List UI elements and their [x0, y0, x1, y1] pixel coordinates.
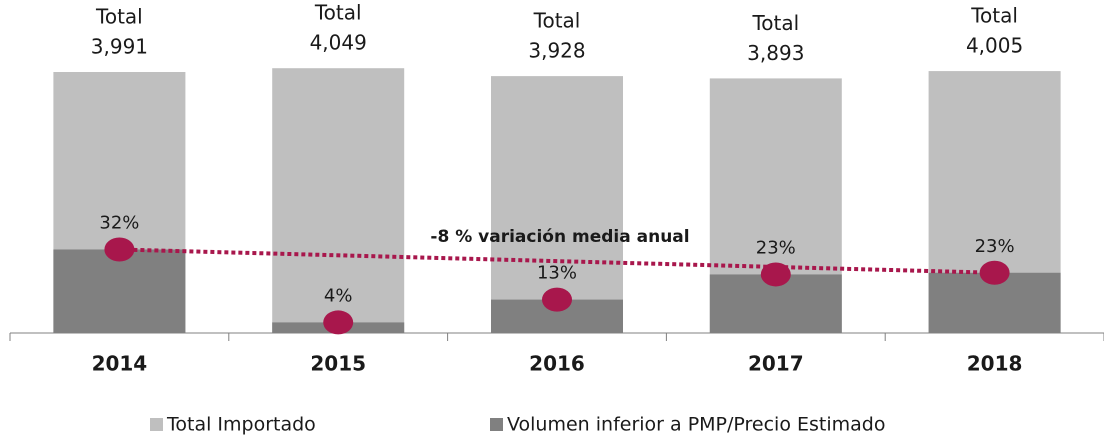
total-label: 3,991	[91, 35, 148, 59]
share-dot	[760, 262, 791, 287]
total-prefix: Total	[751, 11, 799, 35]
annotation: -8 % variación media anual	[430, 227, 689, 247]
total-prefix: Total	[970, 4, 1018, 28]
share-dot	[104, 237, 135, 262]
category-label: 2014	[92, 352, 148, 376]
share-label: 23%	[756, 237, 796, 258]
share-dot	[979, 260, 1010, 285]
trend-line	[119, 247, 995, 275]
legend-label: Volumen inferior a PMP/Precio Estimado	[507, 414, 885, 436]
category-label: 2017	[748, 352, 804, 376]
legend-swatch	[150, 418, 163, 431]
share-dot	[542, 287, 572, 312]
total-label: 4,049	[310, 31, 367, 55]
share-label: 32%	[99, 212, 139, 233]
category-label: 2016	[529, 352, 585, 376]
bar-total	[272, 68, 405, 333]
legend-swatch	[490, 418, 503, 431]
category-label: 2015	[310, 352, 366, 376]
category-label: 2018	[967, 352, 1023, 376]
total-label: 3,893	[747, 41, 804, 65]
share-dot	[323, 310, 354, 335]
share-label: 13%	[537, 263, 577, 284]
legend-label: Total Importado	[166, 414, 316, 436]
total-label: 4,005	[966, 34, 1023, 58]
bar-volume	[53, 249, 186, 333]
total-prefix: Total	[533, 9, 581, 33]
total-label: 3,928	[528, 39, 585, 63]
total-prefix: Total	[314, 1, 362, 25]
total-prefix: Total	[95, 5, 143, 29]
share-label: 23%	[975, 236, 1015, 257]
share-label: 4%	[324, 285, 353, 306]
